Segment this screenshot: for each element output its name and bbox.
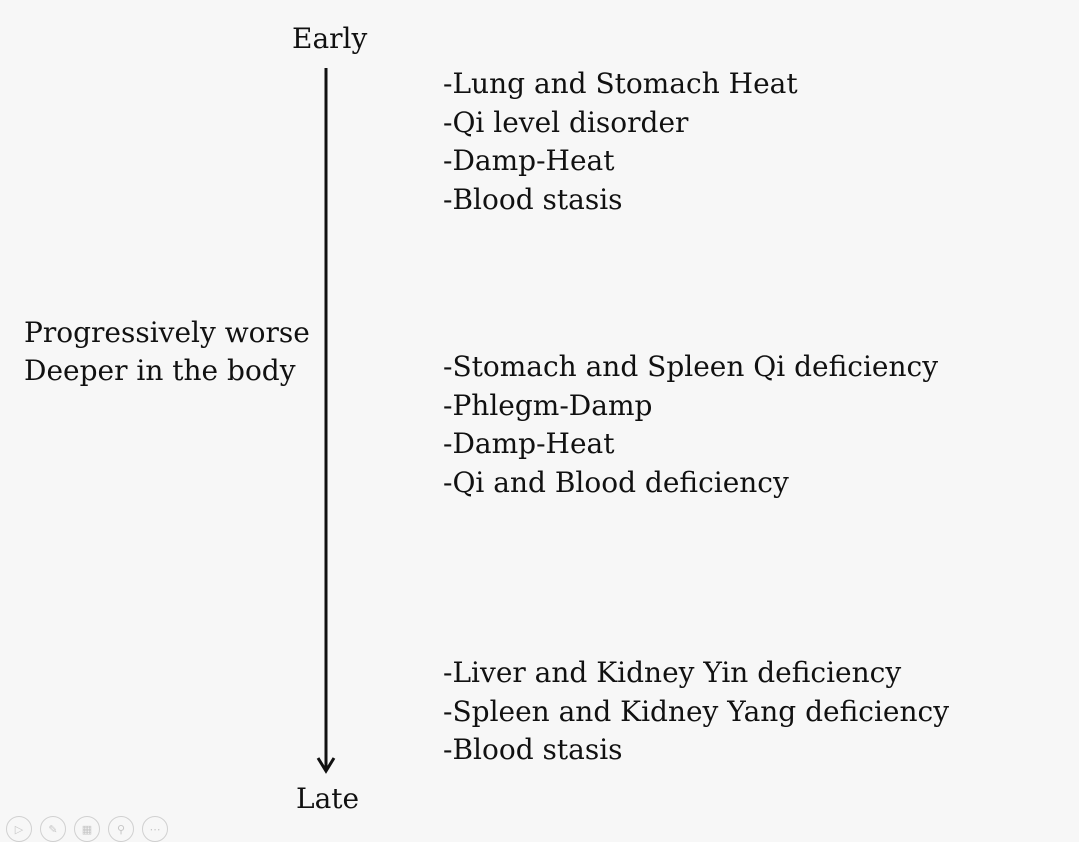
list-item: -Stomach and Spleen Qi deficiency (443, 350, 939, 383)
timeline-arrow (316, 68, 336, 774)
zoom-icon[interactable]: ⚲ (108, 816, 134, 842)
list-item: -Damp-Heat (443, 427, 615, 460)
progression-note-line-1: Progressively worse (24, 316, 310, 349)
slides-icon[interactable]: ▦ (74, 816, 100, 842)
slideshow-toolbar: ▷ ✎ ▦ ⚲ ⋯ (6, 816, 168, 842)
early-stage-patterns: -Lung and Stomach Heat -Qi level disorde… (443, 65, 798, 219)
timeline-end-label: Late (296, 782, 360, 815)
list-item: -Lung and Stomach Heat (443, 67, 798, 100)
progression-note: Progressively worse Deeper in the body (24, 314, 310, 390)
list-item: -Blood stasis (443, 733, 623, 766)
more-icon[interactable]: ⋯ (142, 816, 168, 842)
timeline-start-label: Early (292, 22, 368, 55)
list-item: -Blood stasis (443, 182, 623, 216)
late-stage-patterns: -Liver and Kidney Yin deficiency -Spleen… (443, 654, 949, 770)
list-item: -Spleen and Kidney Yang deficiency (443, 694, 950, 728)
list-item: -Phlegm-Damp (443, 388, 653, 422)
progression-note-line-2: Deeper in the body (24, 354, 296, 387)
list-item: -Qi and Blood deficiency (443, 465, 789, 499)
play-icon[interactable]: ▷ (6, 816, 32, 842)
list-item: -Qi level disorder (443, 105, 689, 139)
pen-icon[interactable]: ✎ (40, 816, 66, 842)
middle-stage-patterns: -Stomach and Spleen Qi deficiency -Phleg… (443, 348, 938, 502)
list-item: -Liver and Kidney Yin deficiency (443, 656, 902, 689)
list-item: -Damp-Heat (443, 144, 615, 177)
